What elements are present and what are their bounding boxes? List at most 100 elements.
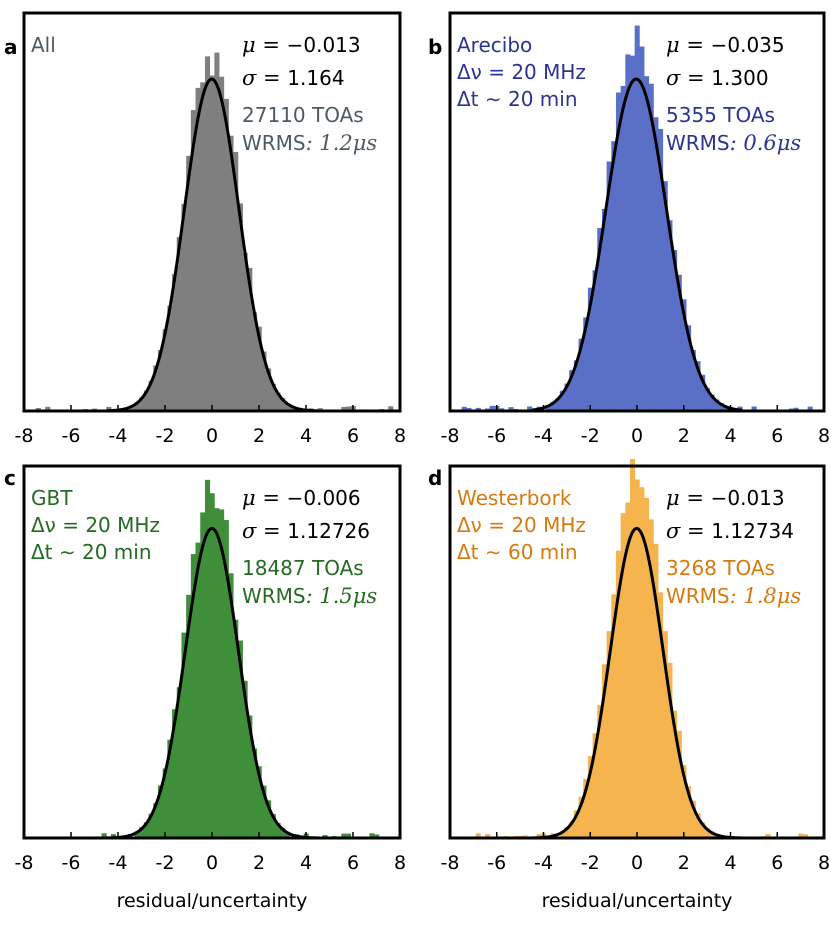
histogram-bar — [690, 349, 696, 411]
histogram — [35, 52, 394, 412]
histogram-bar — [106, 406, 112, 411]
histogram-bar — [190, 554, 196, 838]
histogram-bar — [280, 827, 286, 838]
x-tick-label: 6 — [771, 425, 783, 447]
histogram-bar — [139, 827, 145, 838]
x-tick-label: 4 — [724, 425, 736, 447]
dataset-name: All — [31, 33, 56, 57]
sigma-value: 1.12734 — [711, 519, 794, 543]
histogram-bar — [695, 361, 701, 411]
histogram-bar — [204, 479, 211, 838]
histogram-bar — [536, 834, 542, 838]
histogram-bar — [573, 810, 579, 838]
dataset-name: Westerbork — [457, 486, 572, 510]
histogram-bar — [545, 405, 551, 411]
histogram-bar — [228, 573, 234, 838]
histogram-bar — [653, 117, 659, 412]
mu-symbol: μ = — [242, 486, 287, 510]
histogram-bar — [578, 796, 584, 838]
x-tick-label: 0 — [631, 425, 643, 447]
histogram-bar — [611, 594, 617, 838]
sigma-symbol: σ = — [666, 519, 711, 543]
histogram-bar — [341, 833, 347, 838]
mu-text: μ = −0.013 — [666, 486, 785, 510]
histogram-bar — [751, 406, 757, 411]
x-tick-label: 8 — [394, 852, 406, 874]
x-tick-label: 0 — [631, 852, 643, 874]
histogram-bar — [718, 403, 724, 411]
x-axis-label: residual/uncertainty — [542, 890, 733, 912]
histogram-bar — [162, 329, 168, 411]
histogram-bar — [686, 325, 692, 411]
histogram-bar — [134, 831, 140, 838]
histogram-bar — [345, 406, 352, 411]
histogram-bar — [667, 662, 673, 838]
histogram-bar — [662, 631, 668, 838]
histogram-bar — [639, 487, 645, 838]
x-tick-label: 4 — [724, 852, 736, 874]
histogram-bar — [139, 397, 145, 411]
histogram-bar — [172, 709, 178, 838]
x-tick-label: -8 — [441, 425, 460, 447]
histogram-bar — [681, 299, 687, 411]
observing-setup: Δt ∼ 20 min — [457, 87, 578, 111]
histogram-bar — [644, 76, 650, 412]
wrms-label: WRMS — [666, 131, 730, 155]
histogram-bar — [233, 619, 239, 838]
histogram-bar — [280, 398, 286, 411]
histogram-bar — [270, 814, 276, 838]
histogram-bar — [690, 800, 696, 838]
histogram-bar — [466, 407, 472, 411]
histogram-bar — [569, 821, 575, 838]
x-tick-label: -2 — [156, 425, 175, 447]
histogram-bar — [214, 52, 220, 412]
histogram-bar — [592, 733, 598, 838]
x-tick-label: -2 — [581, 425, 600, 447]
histogram-bar — [686, 786, 692, 838]
x-tick-label: -2 — [156, 852, 175, 874]
wrms-value: : 1.2μs — [306, 131, 378, 155]
histogram-bar — [508, 407, 514, 411]
sigma-symbol: σ = — [242, 66, 287, 90]
gaussian-fit-line — [106, 526, 318, 840]
histogram-bar — [214, 508, 220, 838]
histogram-bar — [209, 75, 215, 412]
mu-symbol: μ = — [666, 33, 711, 57]
x-tick-label: -4 — [534, 852, 553, 874]
mu-value: −0.006 — [287, 486, 361, 510]
histogram-bar — [606, 161, 612, 411]
histogram-bar — [256, 326, 262, 411]
histogram-bar — [284, 831, 290, 838]
observing-setup: Δν = 20 MHz — [457, 60, 586, 84]
sigma-text: σ = 1.12726 — [242, 519, 370, 543]
histogram-bar — [148, 813, 154, 838]
histogram-bar — [200, 82, 206, 412]
x-tick-label: 2 — [253, 852, 265, 874]
observing-setup: Δν = 20 MHz — [31, 513, 160, 537]
x-tick-label: -8 — [441, 852, 460, 874]
histogram-bar — [219, 509, 225, 838]
histogram-bar — [793, 407, 799, 411]
histogram-bar — [611, 141, 617, 411]
gaussian-fit-line — [531, 526, 743, 840]
histogram-bar — [242, 252, 248, 411]
histogram-bar — [186, 594, 192, 838]
histogram-bar — [648, 519, 654, 838]
sigma-text: σ = 1.12734 — [666, 519, 794, 543]
histogram-bar — [592, 270, 598, 411]
histogram-bar — [667, 220, 673, 411]
x-tick-label: -2 — [581, 852, 600, 874]
histogram-bar — [195, 542, 201, 838]
panel-label: a — [4, 35, 18, 59]
histogram-bar — [162, 768, 168, 838]
histogram-bar — [209, 493, 215, 838]
histogram-bar — [101, 833, 107, 838]
histogram-bar — [233, 151, 239, 411]
histogram-bar — [223, 98, 229, 411]
histogram-bar — [714, 399, 720, 411]
sigma-symbol: σ = — [242, 519, 287, 543]
histogram-bar — [653, 543, 659, 838]
histogram-bar — [45, 406, 51, 411]
sigma-symbol: σ = — [666, 66, 711, 90]
histogram-bar — [485, 834, 491, 838]
